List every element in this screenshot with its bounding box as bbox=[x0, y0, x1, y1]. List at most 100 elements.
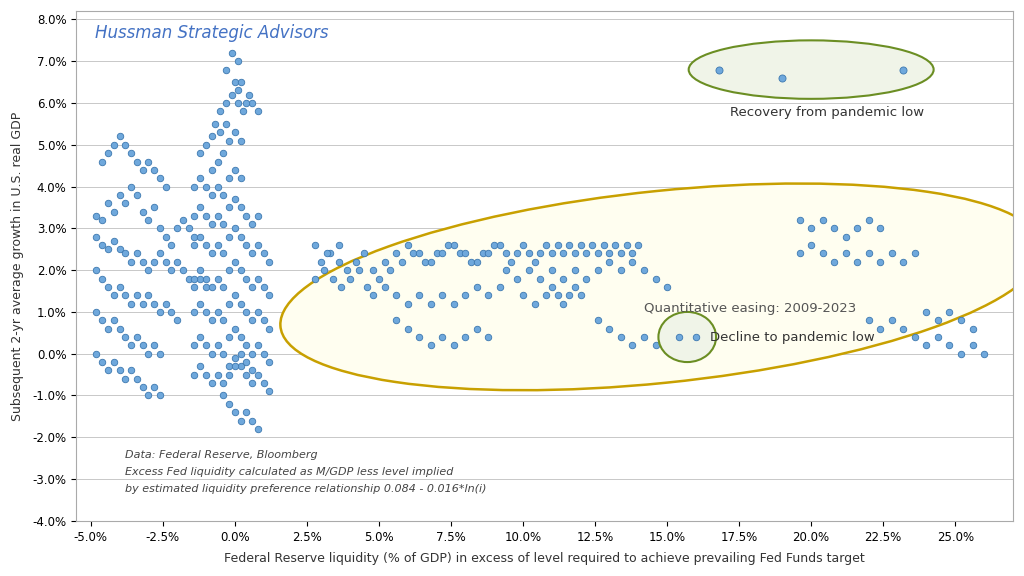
Point bbox=[406, 249, 422, 258]
Point bbox=[212, 107, 228, 116]
Point bbox=[232, 136, 249, 145]
Point bbox=[331, 257, 347, 267]
Point bbox=[463, 257, 479, 267]
Point bbox=[884, 249, 900, 258]
Point bbox=[239, 211, 255, 221]
Point bbox=[244, 416, 260, 425]
Ellipse shape bbox=[658, 312, 716, 362]
Point bbox=[215, 190, 231, 199]
Point bbox=[255, 282, 271, 291]
Point bbox=[129, 249, 145, 258]
Point bbox=[814, 249, 830, 258]
Point bbox=[250, 240, 266, 249]
Point bbox=[145, 203, 162, 212]
Point bbox=[226, 223, 243, 233]
Point bbox=[906, 332, 923, 342]
Point bbox=[952, 349, 969, 358]
Point bbox=[152, 249, 168, 258]
Point bbox=[239, 358, 255, 367]
Point bbox=[175, 266, 191, 275]
Point bbox=[218, 65, 234, 74]
Point bbox=[538, 291, 554, 300]
Point bbox=[579, 274, 595, 283]
Point bbox=[515, 291, 531, 300]
Point bbox=[480, 249, 497, 258]
Point bbox=[492, 282, 508, 291]
Point bbox=[193, 203, 209, 212]
Point bbox=[411, 291, 427, 300]
Point bbox=[175, 215, 191, 225]
Text: Excess Fed liquidity calculated as M/GDP less level implied: Excess Fed liquidity calculated as M/GDP… bbox=[125, 467, 454, 477]
Point bbox=[906, 249, 923, 258]
Point bbox=[261, 358, 278, 367]
Point bbox=[498, 249, 514, 258]
Point bbox=[163, 308, 179, 317]
Point bbox=[226, 362, 243, 371]
Point bbox=[566, 249, 583, 258]
Point bbox=[204, 316, 220, 325]
Point bbox=[145, 299, 162, 308]
Point bbox=[261, 291, 278, 300]
Point bbox=[134, 165, 151, 175]
Point bbox=[158, 182, 174, 191]
Point bbox=[198, 282, 214, 291]
Point bbox=[682, 332, 698, 342]
Point bbox=[239, 408, 255, 417]
Point bbox=[872, 223, 889, 233]
Point bbox=[423, 341, 439, 350]
Point bbox=[244, 282, 260, 291]
Point bbox=[428, 249, 444, 258]
Point bbox=[198, 211, 214, 221]
Point bbox=[838, 249, 854, 258]
Point bbox=[244, 349, 260, 358]
Point bbox=[88, 308, 104, 317]
Point bbox=[347, 257, 364, 267]
Point bbox=[209, 308, 225, 317]
Point bbox=[204, 219, 220, 229]
Point bbox=[331, 240, 347, 249]
Point bbox=[221, 362, 238, 371]
Point bbox=[198, 240, 214, 249]
Point bbox=[356, 249, 373, 258]
Point bbox=[952, 316, 969, 325]
Point bbox=[193, 232, 209, 241]
Point bbox=[339, 266, 355, 275]
Point bbox=[112, 282, 128, 291]
Point bbox=[117, 140, 133, 149]
Point bbox=[572, 291, 589, 300]
Point bbox=[134, 207, 151, 216]
Point bbox=[688, 332, 705, 342]
Point bbox=[134, 257, 151, 267]
Point bbox=[239, 341, 255, 350]
Point bbox=[158, 299, 174, 308]
Point bbox=[193, 299, 209, 308]
Point bbox=[792, 249, 808, 258]
Point bbox=[152, 349, 168, 358]
Point bbox=[625, 341, 641, 350]
Point bbox=[209, 370, 225, 379]
Point bbox=[129, 291, 145, 300]
Point bbox=[555, 274, 571, 283]
Point bbox=[930, 332, 946, 342]
Point bbox=[625, 249, 641, 258]
Point bbox=[445, 341, 462, 350]
Point bbox=[209, 182, 225, 191]
Point bbox=[803, 240, 819, 249]
Point bbox=[207, 119, 223, 128]
Point bbox=[105, 291, 122, 300]
Point bbox=[232, 299, 249, 308]
Point bbox=[584, 240, 600, 249]
Text: by estimated liquidity preference relationship 0.084 - 0.016*ln(i): by estimated liquidity preference relati… bbox=[125, 484, 486, 494]
Point bbox=[503, 257, 519, 267]
Point bbox=[193, 274, 209, 283]
Point bbox=[555, 249, 571, 258]
Point bbox=[186, 370, 203, 379]
Point bbox=[244, 366, 260, 375]
Point bbox=[232, 362, 249, 371]
Point bbox=[226, 257, 243, 267]
Point bbox=[117, 199, 133, 208]
Point bbox=[129, 190, 145, 199]
Point bbox=[94, 215, 111, 225]
Point bbox=[538, 240, 554, 249]
Point bbox=[919, 341, 935, 350]
